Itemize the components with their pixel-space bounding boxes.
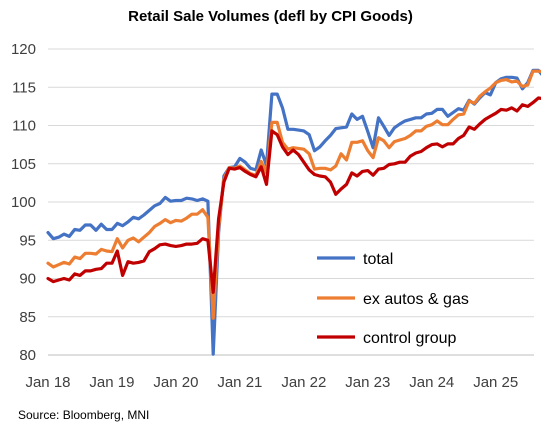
x-tick-label: Jan 19 <box>89 374 134 391</box>
grid-lines <box>48 48 534 318</box>
x-tick-label: Jan 18 <box>25 374 70 391</box>
y-tick-label: 90 <box>19 271 36 288</box>
y-tick-label: 95 <box>19 232 36 249</box>
y-tick-label: 120 <box>11 41 36 58</box>
y-axis-ticks: 80 85 90 95 100 105 110 115 120 <box>11 41 36 364</box>
y-tick-label: 110 <box>12 118 36 135</box>
series-lines <box>46 68 541 356</box>
x-tick-label: Jan 20 <box>153 374 198 391</box>
y-tick-label: 115 <box>12 79 36 96</box>
x-tick-label: Jan 23 <box>345 374 390 391</box>
legend: total ex autos & gas control group <box>317 251 469 347</box>
y-tick-label: 105 <box>11 156 36 173</box>
x-tick-label: Jan 22 <box>281 374 326 391</box>
legend-label: total <box>363 251 393 268</box>
y-tick-label: 100 <box>11 194 36 211</box>
series-line-ex-autos-gas <box>46 69 541 320</box>
x-tick-label: Jan 24 <box>409 374 454 391</box>
y-tick-label: 80 <box>19 347 36 364</box>
legend-label: control group <box>363 330 456 347</box>
legend-label: ex autos & gas <box>363 291 469 308</box>
source-note: Source: Bloomberg, MNI <box>18 408 150 422</box>
chart-title: Retail Sale Volumes (defl by CPI Goods) <box>128 8 413 25</box>
x-axis-ticks: Jan 18 Jan 19 Jan 20 Jan 21 Jan 22 Jan 23 Jan … <box>25 374 518 391</box>
x-tick-label: Jan 25 <box>473 374 518 391</box>
series-line-control-group <box>46 96 541 294</box>
x-tick-label: Jan 21 <box>217 374 262 391</box>
series-line-total <box>46 68 541 356</box>
y-tick-label: 85 <box>19 309 36 326</box>
